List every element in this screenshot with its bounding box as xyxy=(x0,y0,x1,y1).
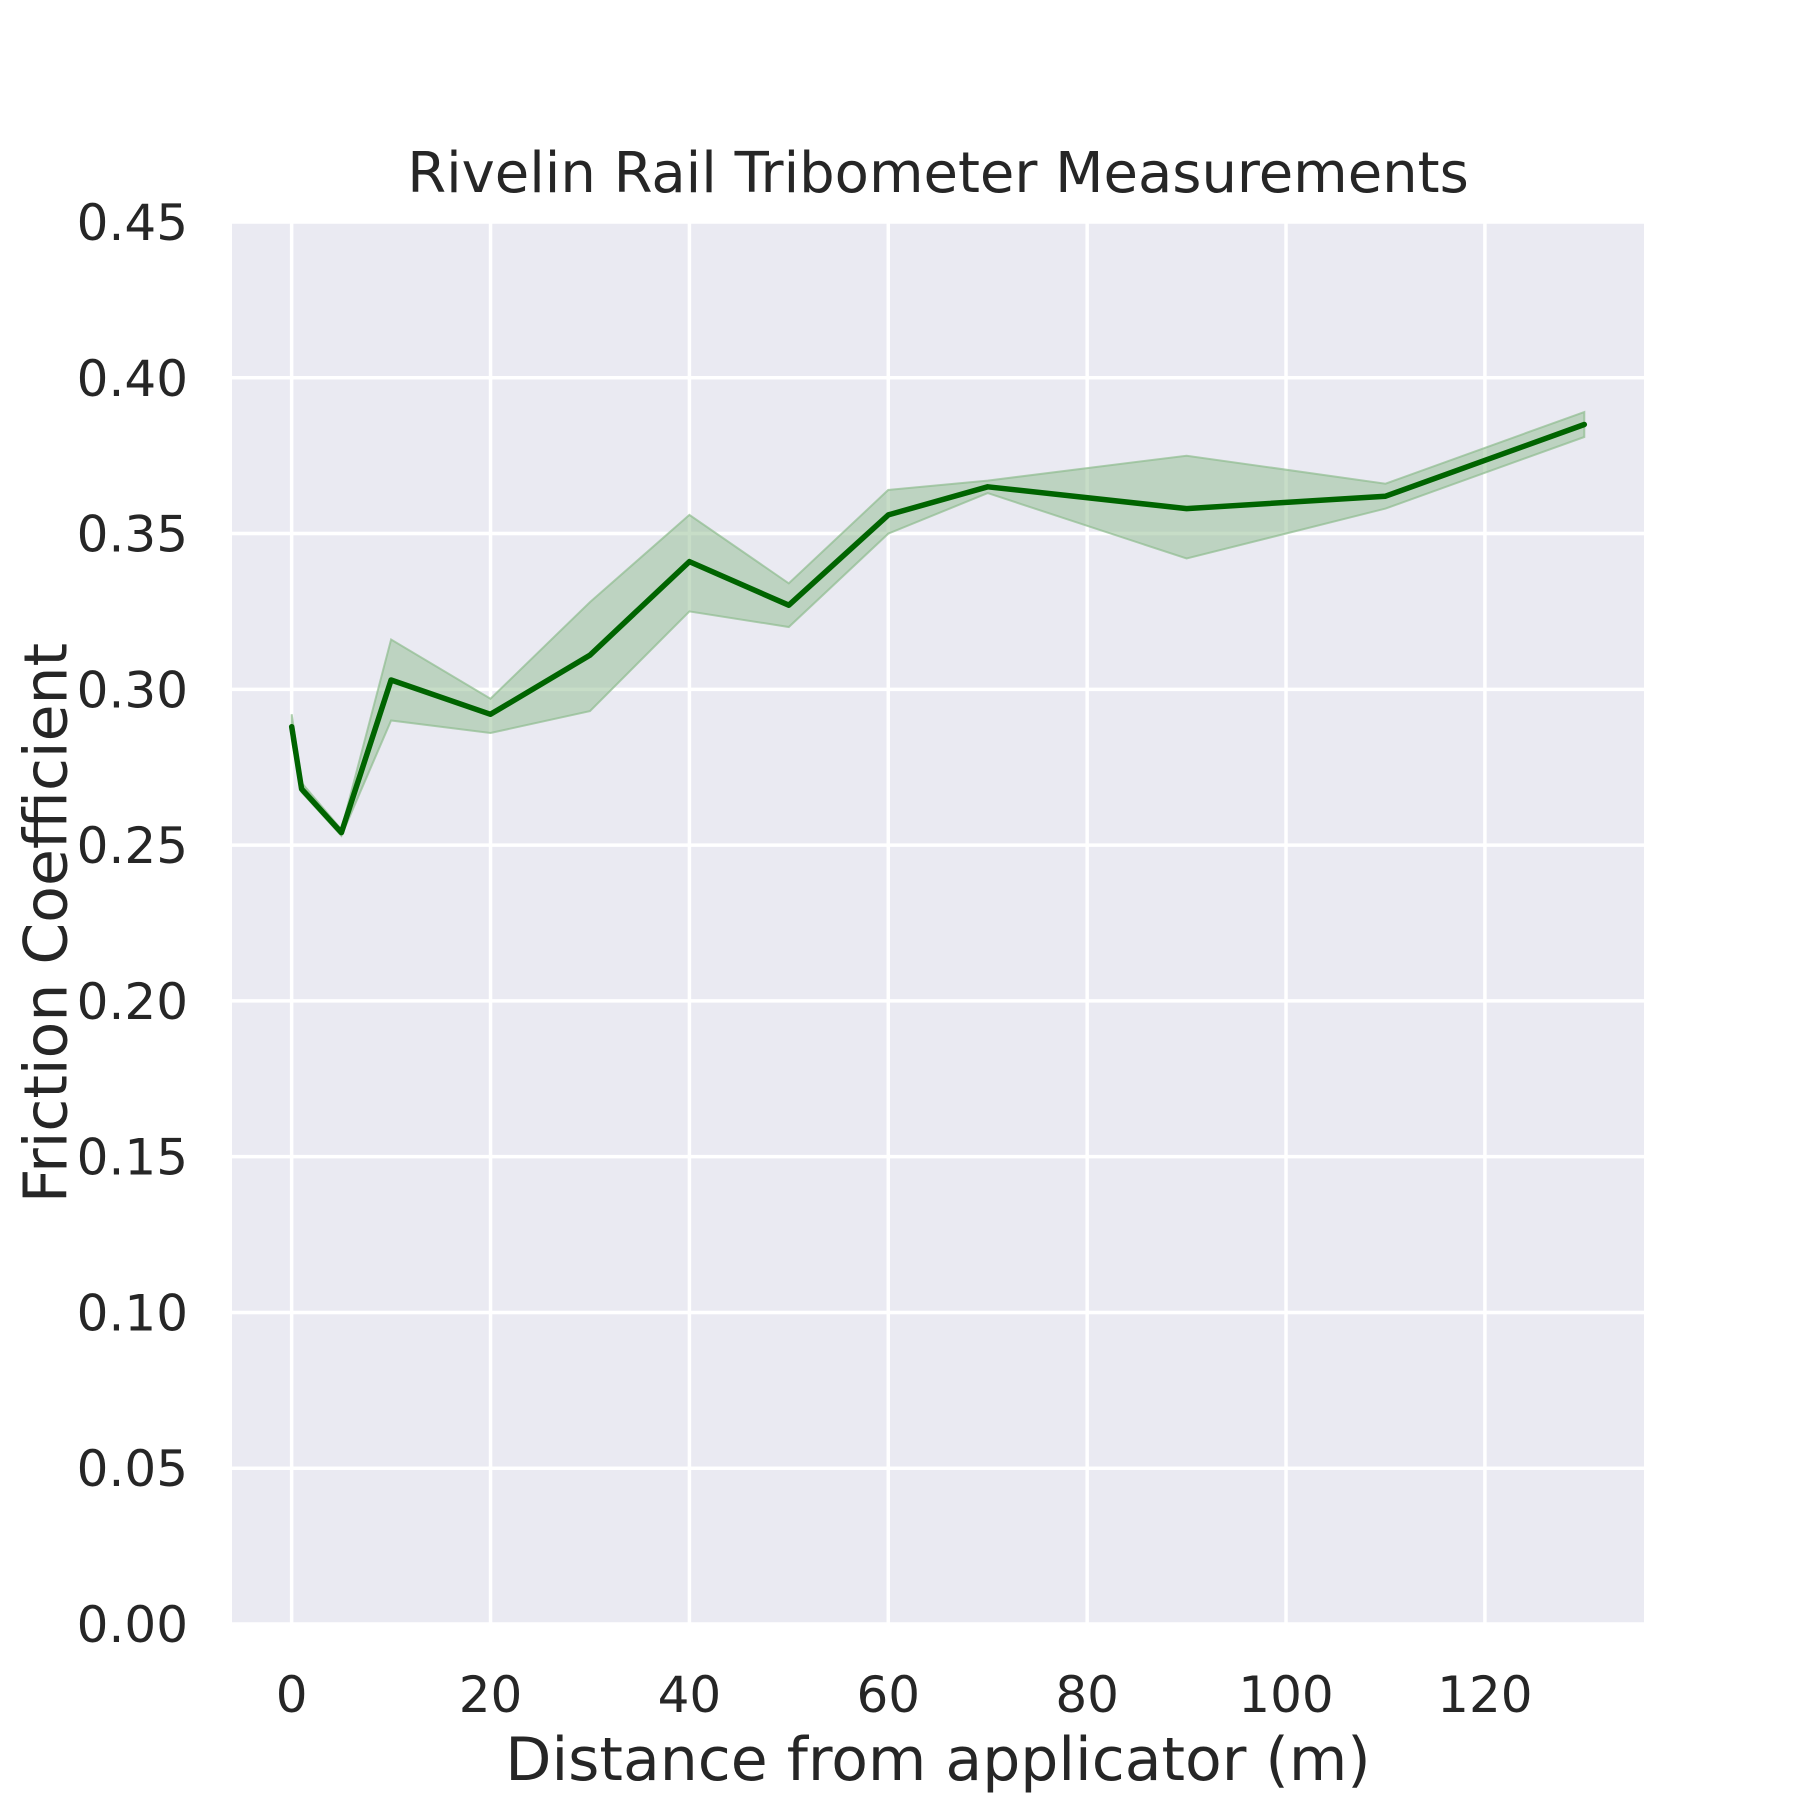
y-tick-label: 0.25 xyxy=(77,817,188,875)
data-point xyxy=(788,604,790,606)
data-point xyxy=(1583,424,1585,426)
data-point xyxy=(1384,495,1386,497)
data-point xyxy=(340,832,342,834)
x-tick-labels: 0 20 40 60 80 100 120 xyxy=(276,1666,1533,1724)
data-point xyxy=(301,788,303,790)
data-point xyxy=(589,654,591,656)
y-axis-label: Friction Coefficient xyxy=(12,643,82,1203)
y-tick-label: 0.10 xyxy=(77,1284,188,1342)
data-point xyxy=(688,561,690,563)
plot-area xyxy=(232,222,1644,1624)
x-axis-label: Distance from applicator (m) xyxy=(505,1725,1370,1795)
y-tick-label: 0.30 xyxy=(77,661,188,719)
x-tick-label: 20 xyxy=(459,1666,523,1724)
data-point xyxy=(390,679,392,681)
confidence-band xyxy=(290,410,1586,838)
x-tick-label: 80 xyxy=(1055,1666,1119,1724)
series-line xyxy=(288,421,1588,836)
y-tick-label: 0.15 xyxy=(77,1129,188,1187)
x-tick-label: 40 xyxy=(658,1666,722,1724)
chart-title: Rivelin Rail Tribometer Measurements xyxy=(407,141,1469,206)
data-point xyxy=(1186,508,1188,510)
y-tick-label: 0.00 xyxy=(77,1596,188,1654)
y-tick-label: 0.45 xyxy=(77,194,188,252)
x-tick-label: 60 xyxy=(856,1666,920,1724)
y-tick-labels: 0.00 0.05 0.10 0.15 0.20 0.25 0.30 0.35 0.40 0.45 xyxy=(77,194,188,1654)
x-tick-label: 100 xyxy=(1238,1666,1333,1724)
data-point xyxy=(490,713,492,715)
y-tick-label: 0.20 xyxy=(77,973,188,1031)
data-point xyxy=(987,486,989,488)
y-tick-label: 0.35 xyxy=(77,506,188,564)
data-point xyxy=(887,514,889,516)
series-layer xyxy=(288,410,1588,838)
y-tick-label: 0.40 xyxy=(77,350,188,408)
x-tick-label: 0 xyxy=(276,1666,308,1724)
data-point xyxy=(291,726,293,728)
x-tick-label: 120 xyxy=(1437,1666,1532,1724)
y-tick-label: 0.05 xyxy=(77,1440,188,1498)
